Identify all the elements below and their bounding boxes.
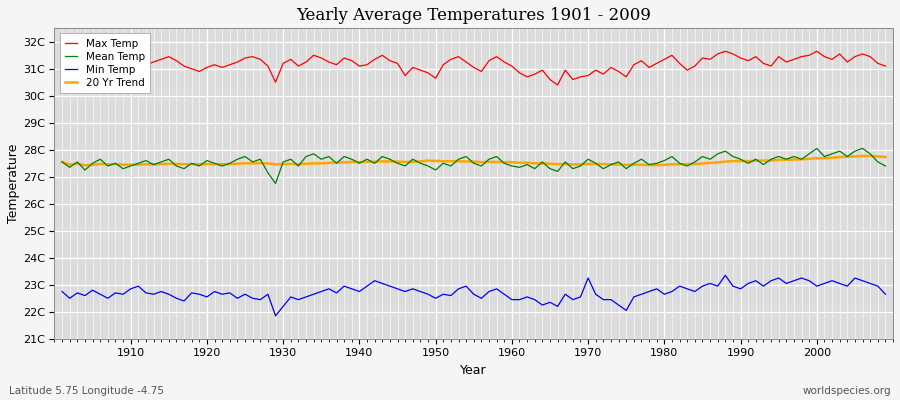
Mean Temp (338, 154, 349, 159)
Mean Temp (270, 181, 281, 186)
Max Temp (118, 73, 129, 78)
20 Yr Trend (606, 162, 616, 167)
Max Temp (553, 82, 563, 87)
Mean Temp (57, 160, 68, 164)
20 Yr Trend (865, 154, 876, 158)
20 Yr Trend (338, 160, 349, 165)
Text: Latitude 5.75 Longitude -4.75: Latitude 5.75 Longitude -4.75 (9, 386, 164, 396)
Min Temp (507, 297, 517, 302)
Mean Temp (606, 162, 616, 167)
Y-axis label: Temperature: Temperature (7, 144, 20, 223)
Min Temp (514, 297, 525, 302)
X-axis label: Year: Year (461, 364, 487, 377)
Mean Temp (118, 166, 129, 171)
Max Temp (285, 57, 296, 62)
20 Yr Trend (880, 154, 891, 159)
Title: Yearly Average Temperatures 1901 - 2009: Yearly Average Temperatures 1901 - 2009 (296, 7, 652, 24)
20 Yr Trend (125, 162, 136, 167)
Line: Min Temp: Min Temp (62, 275, 886, 316)
Min Temp (338, 284, 349, 288)
Min Temp (57, 289, 68, 294)
Line: Mean Temp: Mean Temp (62, 148, 886, 184)
Mean Temp (293, 164, 304, 168)
20 Yr Trend (293, 162, 304, 166)
Max Temp (880, 64, 891, 68)
Line: 20 Yr Trend: 20 Yr Trend (62, 156, 886, 165)
Max Temp (720, 49, 731, 54)
20 Yr Trend (57, 160, 68, 164)
Legend: Max Temp, Mean Temp, Min Temp, 20 Yr Trend: Max Temp, Mean Temp, Min Temp, 20 Yr Tre… (59, 34, 150, 93)
Min Temp (606, 297, 616, 302)
Min Temp (293, 297, 304, 302)
Mean Temp (812, 146, 823, 151)
Min Temp (880, 292, 891, 297)
Mean Temp (880, 164, 891, 168)
20 Yr Trend (79, 163, 90, 168)
Min Temp (270, 314, 281, 318)
Max Temp (606, 65, 616, 70)
Max Temp (57, 66, 68, 71)
Max Temp (331, 62, 342, 67)
Min Temp (118, 292, 129, 297)
Line: Max Temp: Max Temp (62, 51, 886, 85)
Max Temp (499, 60, 509, 64)
20 Yr Trend (507, 160, 517, 165)
Mean Temp (507, 164, 517, 168)
Mean Temp (514, 165, 525, 170)
Max Temp (507, 64, 517, 68)
Min Temp (720, 273, 731, 278)
Text: worldspecies.org: worldspecies.org (803, 386, 891, 396)
20 Yr Trend (514, 160, 525, 165)
